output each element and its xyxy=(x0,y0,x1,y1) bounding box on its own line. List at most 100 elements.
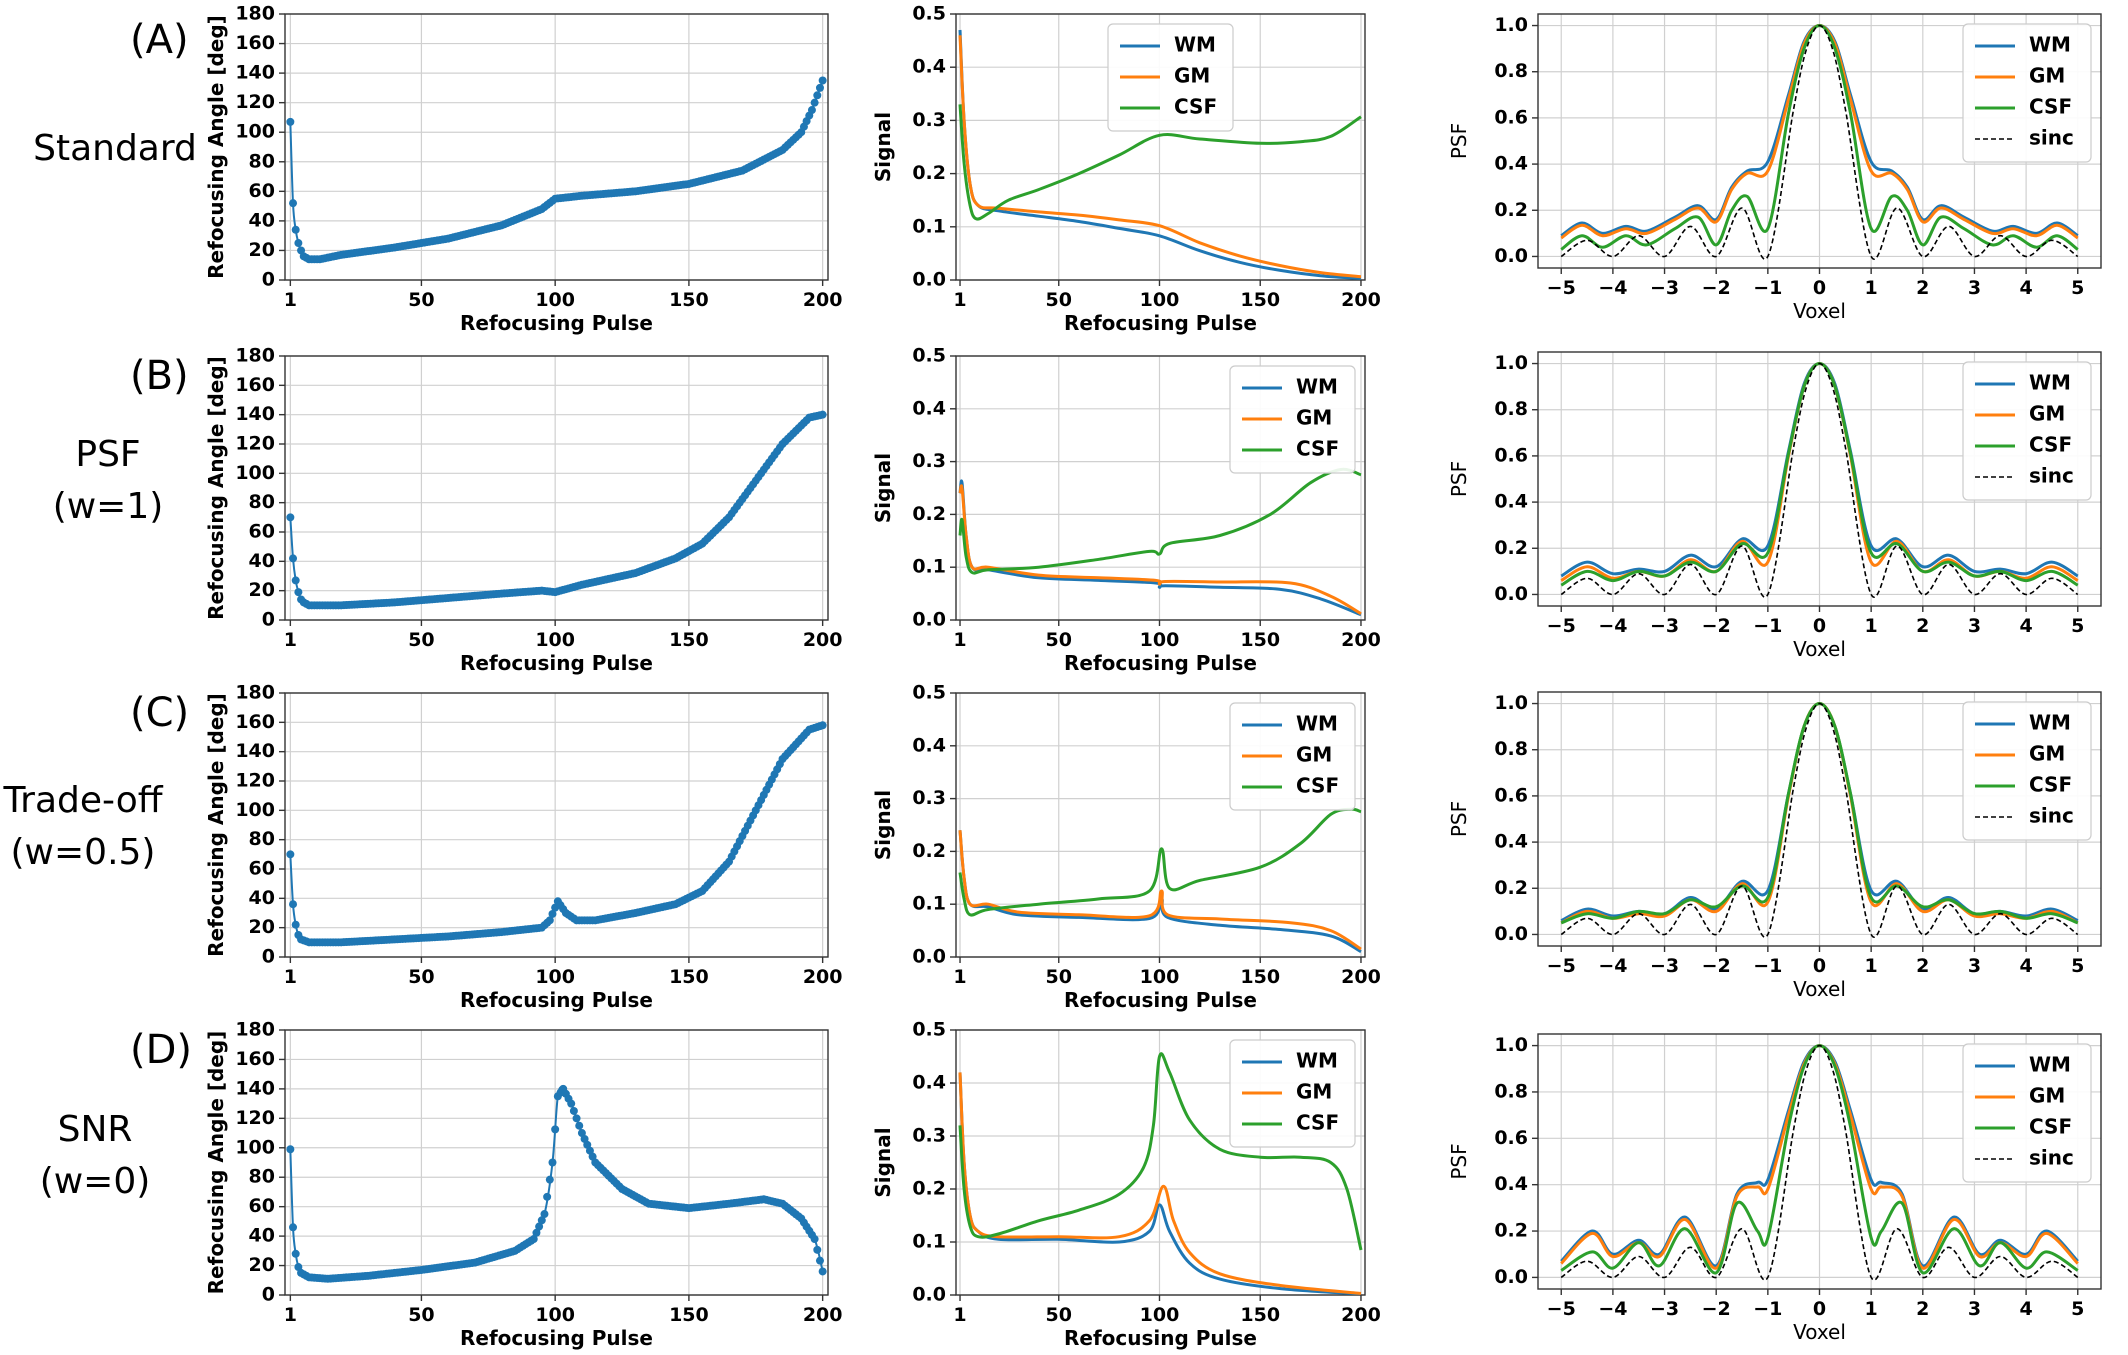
legend-label-gm: GM xyxy=(1296,1080,1332,1104)
row-label-line: (w=0.5) xyxy=(11,832,156,873)
x-tick-label: 150 xyxy=(1240,966,1280,988)
x-axis-label: Refocusing Pulse xyxy=(1064,651,1257,675)
y-tick-label: 40 xyxy=(249,209,275,231)
y-axis-label: PSF xyxy=(1447,123,1471,159)
x-tick-label: −5 xyxy=(1547,277,1576,299)
legend-label-gm: GM xyxy=(1296,406,1332,430)
x-tick-label: 1 xyxy=(1865,955,1878,977)
x-tick-label: 150 xyxy=(669,1304,709,1326)
x-tick-label: −4 xyxy=(1598,615,1627,637)
y-tick-label: 0.0 xyxy=(912,946,946,968)
angle-point xyxy=(545,1175,554,1184)
x-tick-label: −2 xyxy=(1702,277,1731,299)
y-axis-label: Refocusing Angle [deg] xyxy=(204,15,228,279)
y-tick-label: 0.8 xyxy=(1494,60,1528,82)
y-axis-label: Refocusing Angle [deg] xyxy=(204,693,228,957)
y-tick-label: 0.6 xyxy=(1494,1127,1528,1149)
y-tick-label: 0.4 xyxy=(1494,1173,1528,1195)
x-tick-label: 2 xyxy=(1916,277,1929,299)
angle-point xyxy=(537,1216,546,1225)
x-tick-label: 100 xyxy=(535,289,575,311)
y-tick-label: 0.1 xyxy=(912,215,946,237)
angle-line xyxy=(289,1086,824,1280)
y-tick-label: 0.5 xyxy=(912,682,946,704)
legend-label-sinc: sinc xyxy=(2029,1146,2074,1170)
x-tick-label: 1 xyxy=(953,629,966,651)
legend-box xyxy=(1962,361,2092,501)
x-axis-label: Refocusing Pulse xyxy=(460,988,653,1012)
x-tick-label: −2 xyxy=(1702,615,1731,637)
y-tick-label: 0.4 xyxy=(1494,831,1528,853)
y-tick-label: 0 xyxy=(262,269,275,291)
y-tick-label: 120 xyxy=(235,433,275,455)
y-tick-label: 180 xyxy=(235,1019,275,1041)
chart-C-psf: −5 −4 −3 −2 −1 0 1 2 3 4 5 0.0 0.2 0.4 0.6 0.8 1.0 Voxel P… xyxy=(1447,691,2102,1001)
panels: 1 50 100 150 200020406080100120140160180Refo… xyxy=(204,3,2102,1351)
x-axis-label: Refocusing Pulse xyxy=(1064,1326,1257,1350)
x-tick-label: 1 xyxy=(1865,277,1878,299)
plot-area xyxy=(958,467,1362,617)
y-tick-label: 140 xyxy=(235,740,275,762)
angle-point xyxy=(529,1235,538,1244)
angle-point xyxy=(810,98,819,107)
y-axis-label: Refocusing Angle [deg] xyxy=(204,1031,228,1295)
x-axis-label: Refocusing Pulse xyxy=(460,1326,653,1350)
y-tick-label: 0.4 xyxy=(1494,153,1528,175)
angle-point xyxy=(289,900,298,909)
angle-point xyxy=(575,1121,584,1130)
x-tick-label: 50 xyxy=(408,289,434,311)
x-tick-label: 5 xyxy=(2071,615,2084,637)
y-tick-label: 120 xyxy=(235,770,275,792)
row-label-line: (w=1) xyxy=(53,486,164,527)
angle-point xyxy=(548,1158,557,1167)
x-tick-label: 100 xyxy=(1140,1304,1180,1326)
angle-point xyxy=(818,1267,827,1276)
y-tick-label: 0.1 xyxy=(912,556,946,578)
y-tick-label: 0.2 xyxy=(1494,1220,1528,1242)
x-tick-label: 50 xyxy=(408,629,434,651)
y-tick-label: 1.0 xyxy=(1494,1034,1528,1056)
y-tick-label: 0.0 xyxy=(1494,245,1528,267)
chart-D-angle: 1 50 100 150 200020406080100120140160180Refo… xyxy=(204,1019,842,1351)
series-line-gm xyxy=(958,35,1362,279)
angle-point xyxy=(815,1256,824,1265)
y-axis-label: Signal xyxy=(871,790,895,860)
legend-label-wm: WM xyxy=(2029,371,2071,395)
legend-box xyxy=(1229,1039,1356,1148)
x-axis-label: Refocusing Pulse xyxy=(460,651,653,675)
plot-area xyxy=(286,721,827,947)
y-tick-label: 40 xyxy=(249,550,275,572)
y-tick-label: 120 xyxy=(235,91,275,113)
y-tick-label: 0.2 xyxy=(1494,537,1528,559)
chart-A-angle: 1 50 100 150 200020406080100120140160180Refo… xyxy=(204,3,842,336)
y-tick-label: 0.8 xyxy=(1494,398,1528,420)
x-tick-label: 50 xyxy=(1046,629,1072,651)
y-tick-label: 0.0 xyxy=(1494,923,1528,945)
y-tick-label: 0.2 xyxy=(1494,877,1528,899)
x-tick-label: 100 xyxy=(535,966,575,988)
chart-D-signal: 1 50 100 150 2000.00.10.20.30.40.5Refocusing… xyxy=(871,1019,1381,1351)
y-tick-label: 180 xyxy=(235,682,275,704)
chart-B-psf: −5 −4 −3 −2 −1 0 1 2 3 4 5 0.0 0.2 0.4 0.6 0.8 1.0 Voxel P… xyxy=(1447,351,2102,661)
angle-point xyxy=(289,554,298,563)
y-tick-label: 0.2 xyxy=(1494,199,1528,221)
plot-frame xyxy=(284,1029,829,1296)
y-tick-label: 0.4 xyxy=(912,56,946,78)
legend-box xyxy=(1962,1043,2092,1183)
x-tick-label: 200 xyxy=(1341,1304,1381,1326)
legend-label-wm: WM xyxy=(2029,1053,2071,1077)
legend-label-csf: CSF xyxy=(2029,1115,2072,1139)
x-tick-label: −1 xyxy=(1753,615,1782,637)
x-tick-label: 1 xyxy=(953,1304,966,1326)
y-tick-label: 20 xyxy=(249,239,275,261)
y-tick-label: 0.4 xyxy=(912,734,946,756)
x-tick-label: 150 xyxy=(669,289,709,311)
angle-point xyxy=(291,576,300,585)
x-tick-label: 1 xyxy=(284,629,297,651)
y-tick-label: 160 xyxy=(235,32,275,54)
row-label-line: (w=0) xyxy=(40,1161,151,1202)
angle-point xyxy=(813,91,822,100)
chart-D-psf: −5 −4 −3 −2 −1 0 1 2 3 4 5 0.0 0.2 0.4 0.6 0.8 1.0 Voxel P… xyxy=(1447,1033,2102,1344)
panel-letter: (B) xyxy=(130,353,189,399)
